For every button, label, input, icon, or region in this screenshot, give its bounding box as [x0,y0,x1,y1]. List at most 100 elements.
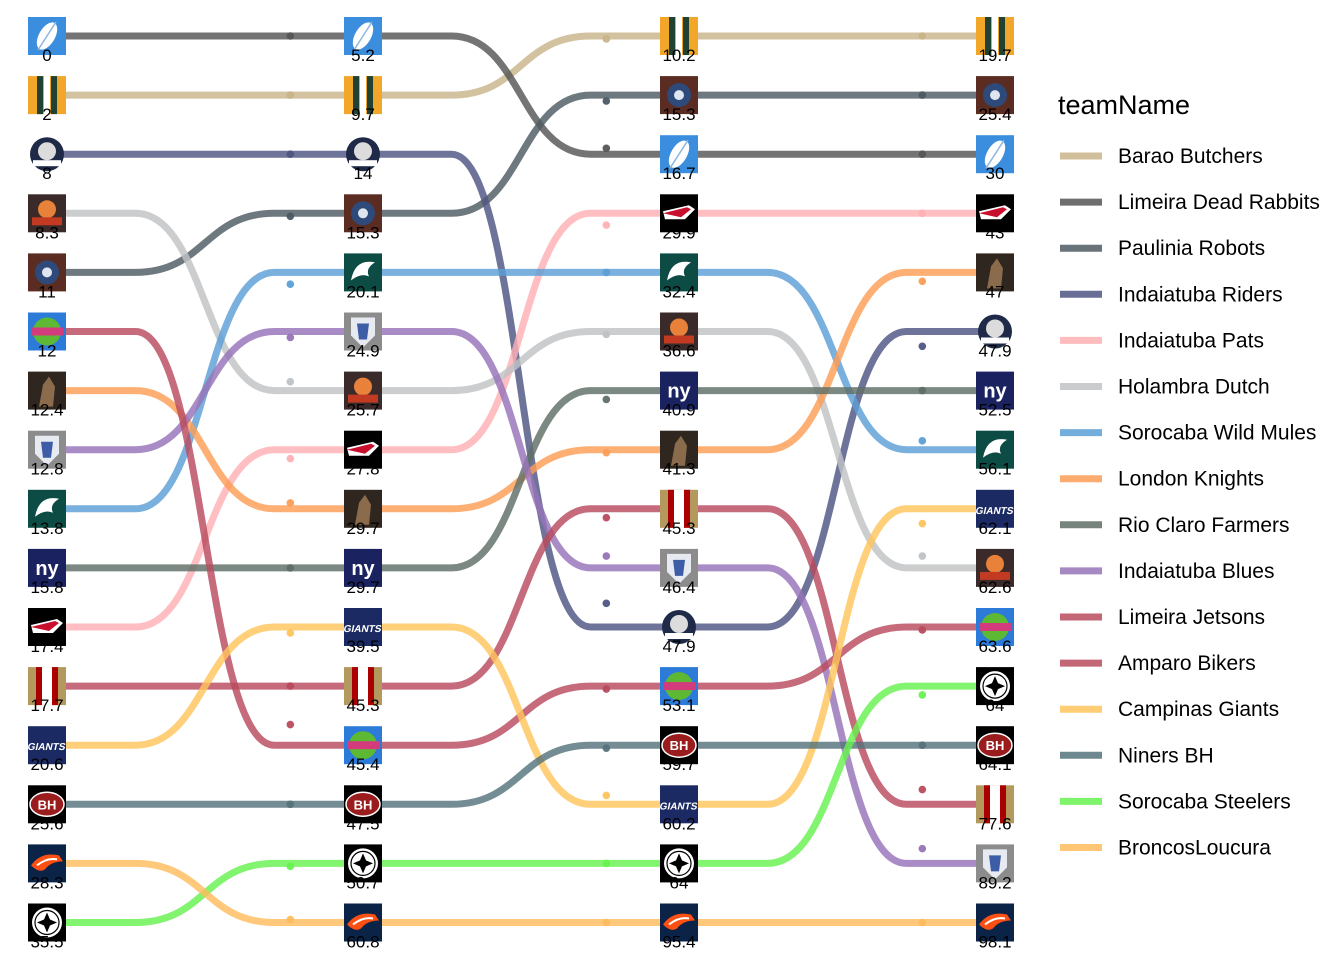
niners-logo-icon [344,667,382,706]
series-dot [918,32,927,40]
svg-text:BH: BH [38,797,57,812]
svg-text:BH: BH [986,738,1005,753]
svg-text:GIANTS: GIANTS [974,506,1014,517]
svg-text:BH: BH [354,797,373,812]
series-dot [286,862,295,871]
value-label: 47.9 [662,637,695,656]
patriots-logo-icon [976,194,1014,233]
series-line-2 [43,91,999,276]
series-dot [918,519,927,528]
value-label: 29.9 [662,223,695,242]
series-dot [286,800,295,809]
legend-label: Amparo Bikers [1118,652,1256,675]
series-dot [602,744,611,752]
giants-logo-icon: GIANTS [26,726,67,765]
eagles-logo-icon [28,489,66,528]
value-label: 14 [354,164,373,183]
blues-logo-icon [976,844,1014,883]
feather-logo-icon [344,17,382,55]
series-dot [918,386,927,395]
series-dot [286,454,295,463]
series-dot [918,918,927,927]
series-dot [918,844,927,853]
knight-logo-icon [976,253,1014,292]
value-label: 15.3 [346,223,379,242]
series-dot [602,918,611,927]
series-dot [602,513,611,522]
series-dot [602,144,611,153]
svg-text:GIANTS: GIANTS [658,801,698,812]
patriots-logo-icon [660,194,698,233]
series-dot [602,35,611,43]
legend-label: Indaiatuba Pats [1118,329,1264,352]
value-label: 47.5 [346,814,379,833]
series-dot [602,685,611,693]
series-dot [918,741,927,749]
broncos-logo-icon [28,844,66,883]
value-label: 45.3 [346,696,379,715]
dutch-logo-icon [976,548,1014,587]
value-label: 25.4 [978,105,1011,124]
value-label: 29.7 [346,519,379,538]
value-label: 89.2 [978,873,1011,892]
legend-items: Barao Butchers Limeira Dead Rabbits Paulin… [1060,145,1320,860]
value-label: 77.6 [978,814,1011,833]
legend: teamName Barao Butchers Limeira Dead Rabb… [1058,90,1320,860]
niners-logo-icon [28,667,66,706]
series-dot [918,209,927,218]
series-dot [602,330,611,339]
series-dot [602,599,611,608]
value-label: 41.3 [662,460,695,479]
value-label: 53.1 [662,696,695,715]
value-label: 30 [986,164,1005,183]
series-dot [286,915,295,924]
robot-logo-icon [344,194,382,233]
value-label: 36.6 [662,342,695,361]
series-dot [918,150,927,158]
ny-logo-icon: ny [28,548,66,587]
robot-logo-icon [976,76,1014,115]
steelers-logo-icon [660,844,698,883]
series-line-5 [43,209,999,572]
niners-logo-icon [660,489,698,528]
jetsons-logo-icon [28,312,66,351]
series-dot [918,277,927,286]
riders-logo-icon [978,314,1012,349]
knight-logo-icon [344,489,382,528]
broncos-logo-icon [660,903,698,942]
value-label: 32.4 [662,282,695,301]
giants-logo-icon: GIANTS [342,608,383,646]
svg-text:GIANTS: GIANTS [342,624,382,635]
legend-label: Paulinia Robots [1118,237,1265,260]
value-label: 60.2 [662,814,695,833]
value-label: 10.2 [662,46,695,65]
feather-logo-icon [28,17,66,55]
series-line-4 [43,209,999,631]
series-dot [286,91,295,99]
blues-logo-icon [344,312,382,351]
legend-label: Indaiatuba Blues [1118,560,1274,583]
value-label: 47.9 [978,342,1011,361]
value-label: 28.3 [30,873,63,892]
steelers-logo-icon [28,903,66,942]
packers-logo-icon [28,76,66,115]
value-label: 60.8 [346,933,379,952]
jetsons-logo-icon [660,667,698,706]
dutch-logo-icon [344,371,382,410]
dutch-logo-icon [660,312,698,351]
legend-label: Limeira Dead Rabbits [1118,191,1320,214]
giants-logo-icon: GIANTS [658,785,699,824]
value-label: 25.7 [346,401,379,420]
value-label: 43 [986,223,1005,242]
series-line-6 [43,268,999,513]
knight-logo-icon [660,430,698,469]
team-logos: ny ny ny ny GIANTS GIANTS GIANTS GIANTS BH BH BH BH [26,17,1015,942]
value-label: 64 [986,696,1005,715]
series-line-10 [43,328,999,749]
niners-logo-icon [976,785,1014,824]
ny-logo-icon: ny [344,548,382,587]
value-label: 15.3 [662,105,695,124]
series-dot [602,448,611,457]
series-dot [602,552,611,560]
